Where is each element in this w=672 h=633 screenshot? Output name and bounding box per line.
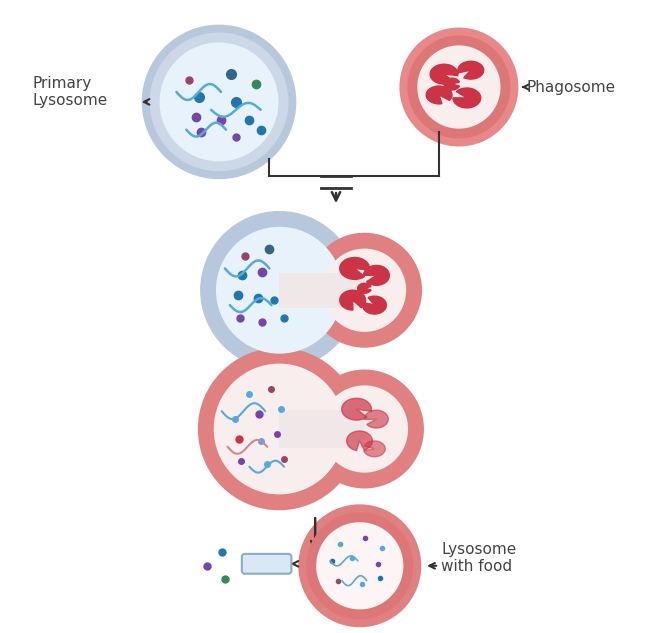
Polygon shape <box>363 296 386 314</box>
Polygon shape <box>444 78 460 90</box>
Polygon shape <box>340 291 366 310</box>
Polygon shape <box>358 284 371 293</box>
Circle shape <box>159 42 278 161</box>
Circle shape <box>316 522 403 610</box>
Polygon shape <box>279 399 364 459</box>
Circle shape <box>200 211 359 370</box>
Text: Primary
Lysosome: Primary Lysosome <box>33 76 108 108</box>
Polygon shape <box>364 265 389 285</box>
Polygon shape <box>347 431 372 451</box>
Circle shape <box>407 35 511 139</box>
Polygon shape <box>458 61 484 79</box>
Circle shape <box>214 363 345 494</box>
FancyBboxPatch shape <box>242 554 292 573</box>
Polygon shape <box>364 441 385 457</box>
Circle shape <box>321 385 408 473</box>
Polygon shape <box>280 273 364 308</box>
Circle shape <box>216 227 343 354</box>
Circle shape <box>306 512 413 619</box>
Circle shape <box>399 28 518 146</box>
Text: Lysosome
with food: Lysosome with food <box>441 542 516 574</box>
Polygon shape <box>430 64 458 84</box>
Circle shape <box>198 348 360 510</box>
Circle shape <box>142 25 296 179</box>
Circle shape <box>150 32 288 172</box>
Polygon shape <box>279 410 364 448</box>
Polygon shape <box>280 261 364 319</box>
Polygon shape <box>453 88 480 108</box>
Text: Phagosome: Phagosome <box>526 80 616 94</box>
Circle shape <box>305 370 424 489</box>
Circle shape <box>323 249 406 332</box>
Circle shape <box>307 233 422 348</box>
Polygon shape <box>340 258 370 279</box>
Polygon shape <box>364 410 388 428</box>
Polygon shape <box>426 86 452 104</box>
Circle shape <box>417 46 501 128</box>
Polygon shape <box>341 398 372 420</box>
Circle shape <box>298 505 421 627</box>
